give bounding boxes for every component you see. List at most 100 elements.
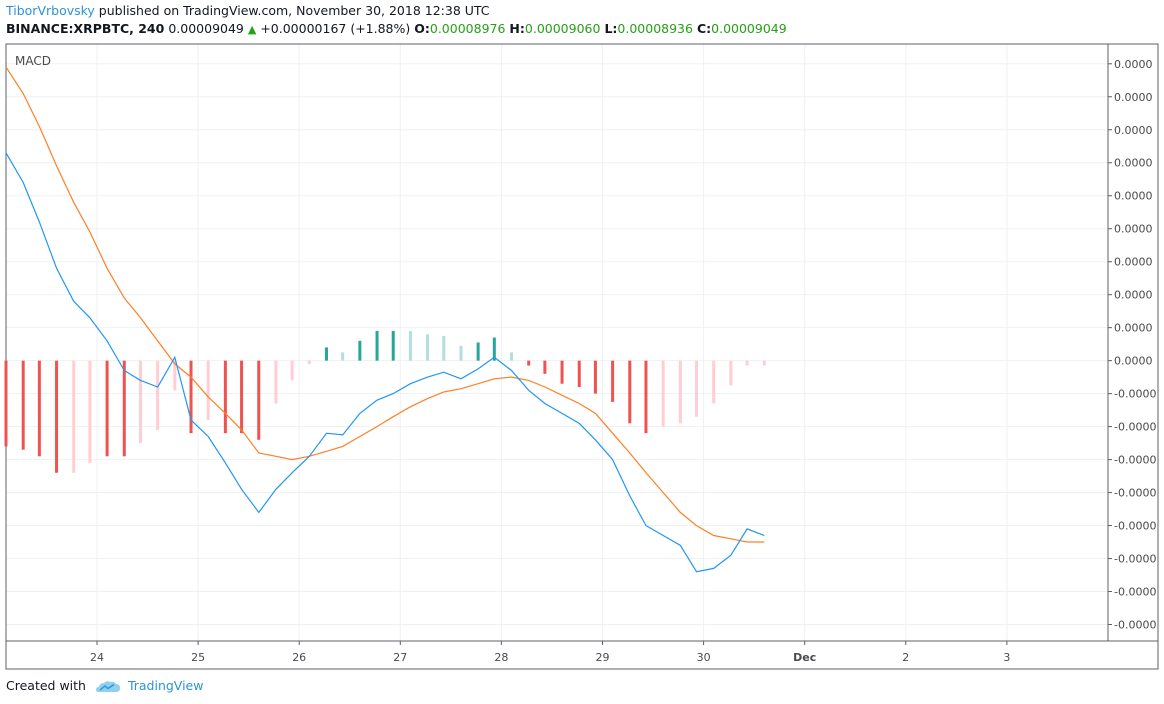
- histogram-bar: [577, 360, 581, 388]
- histogram-bar: [21, 360, 25, 450]
- low-label: L:: [604, 21, 618, 36]
- x-tick-label: 30: [697, 651, 711, 664]
- histogram-bar: [223, 360, 227, 434]
- x-tick-label: 24: [90, 651, 104, 664]
- symbol-line: BINANCE:XRPBTC, 240 0.00009049 ▲ +0.0000…: [6, 21, 787, 36]
- histogram-bar: [729, 360, 733, 386]
- created-with-text: Created with: [6, 678, 86, 693]
- histogram-bar: [543, 360, 547, 374]
- histogram-bar: [644, 360, 648, 434]
- x-tick-label: Dec: [793, 651, 816, 664]
- y-tick-label: -0.0000: [1114, 619, 1156, 632]
- histogram-bar: [375, 330, 379, 361]
- y-tick-label: 0.0000: [1114, 289, 1153, 302]
- histogram-bar: [88, 360, 92, 463]
- x-tick-label: 25: [191, 651, 205, 664]
- histogram-bar: [408, 330, 412, 361]
- y-tick-label: 0.0000: [1114, 58, 1153, 71]
- close-value: 0.00009049: [711, 21, 787, 36]
- histogram-bar: [695, 360, 699, 417]
- y-tick-label: 0.0000: [1114, 190, 1153, 203]
- histogram-bar: [510, 352, 514, 361]
- y-tick-label: 0.0000: [1114, 256, 1153, 269]
- histogram-bar: [37, 360, 41, 457]
- histogram-bar: [391, 330, 395, 361]
- histogram-bar: [290, 360, 294, 381]
- x-tick-label: 27: [393, 651, 407, 664]
- histogram-bar: [628, 360, 632, 424]
- up-triangle-icon: ▲: [247, 23, 257, 36]
- symbol-label: BINANCE:XRPBTC, 240: [6, 21, 165, 36]
- plot-frame: [5, 43, 1109, 642]
- histogram-bar: [189, 360, 193, 434]
- y-tick-label: -0.0000: [1114, 586, 1156, 599]
- signal-line: [5, 66, 765, 543]
- histogram-bar: [678, 360, 682, 424]
- price-axis[interactable]: [1107, 43, 1159, 642]
- open-label: O:: [414, 21, 430, 36]
- histogram-bar: [173, 360, 177, 391]
- histogram-bar: [324, 347, 328, 361]
- histogram-bar: [527, 360, 531, 366]
- y-tick-label: -0.0000: [1114, 553, 1156, 566]
- footer: Created with TradingView: [6, 678, 203, 694]
- histogram-bar: [4, 360, 8, 447]
- y-axis-ticks: 0.0000 0.0000 0.0000 0.0000 0.0000 0.0000 0.00…: [1108, 58, 1156, 632]
- x-tick-label: 28: [494, 651, 508, 664]
- tradingview-cloud-icon: [95, 680, 120, 692]
- macd-line: [5, 152, 765, 573]
- y-tick-label: 0.0000: [1114, 355, 1153, 368]
- histogram-bar: [712, 360, 716, 404]
- histogram-bar: [240, 360, 244, 434]
- published-text: published on TradingView.com, November 3…: [94, 3, 490, 18]
- histogram-bar: [426, 334, 430, 361]
- y-tick-label: 0.0000: [1114, 124, 1153, 137]
- price-change: +0.00000167 (+1.88%): [260, 21, 411, 36]
- high-label: H:: [509, 21, 525, 36]
- grid-lines: [6, 44, 1108, 641]
- x-axis-ticks: 24 25 26 27 28 29 30 Dec 2 3: [90, 641, 1010, 664]
- histogram-bar: [72, 360, 76, 473]
- histogram-bar: [122, 360, 126, 457]
- x-tick-label: 29: [595, 651, 609, 664]
- time-axis[interactable]: [5, 640, 1159, 670]
- histogram-bar: [341, 352, 345, 361]
- histogram-bar: [661, 360, 665, 427]
- x-tick-label: 2: [902, 651, 909, 664]
- histogram-bar: [206, 360, 210, 421]
- histogram-bar: [745, 360, 749, 366]
- y-tick-label: -0.0000: [1114, 487, 1156, 500]
- open-value: 0.00008976: [429, 21, 506, 36]
- histogram-bar: [307, 360, 311, 364]
- histogram-bar: [492, 337, 496, 361]
- x-tick-label: 3: [1003, 651, 1010, 664]
- x-tick-label: 26: [292, 651, 306, 664]
- indicator-title: MACD: [15, 54, 51, 68]
- histogram-bar: [476, 342, 480, 361]
- histogram-bar: [459, 345, 463, 361]
- histogram-bar: [105, 360, 109, 457]
- y-tick-label: -0.0000: [1114, 421, 1156, 434]
- tradingview-link[interactable]: TradingView: [127, 678, 204, 693]
- histogram-bar: [55, 360, 59, 473]
- y-tick-label: -0.0000: [1114, 388, 1156, 401]
- histogram-bar: [156, 360, 160, 430]
- histogram-bar: [257, 360, 261, 440]
- last-price: 0.00009049: [168, 21, 244, 36]
- histogram-bar: [560, 360, 564, 384]
- high-value: 0.00009060: [524, 21, 601, 36]
- low-value: 0.00008936: [617, 21, 693, 36]
- histogram-bar: [442, 335, 446, 361]
- publish-line: TiborVrbovsky published on TradingView.c…: [6, 3, 490, 18]
- y-tick-label: 0.0000: [1114, 223, 1153, 236]
- author-link[interactable]: TiborVrbovsky: [6, 3, 95, 18]
- y-tick-label: 0.0000: [1114, 91, 1153, 104]
- histogram-bar: [274, 360, 278, 404]
- histogram-bar: [762, 360, 766, 366]
- histogram-bar: [358, 340, 362, 361]
- y-tick-label: 0.0000: [1114, 322, 1153, 335]
- histogram-bar: [611, 360, 615, 402]
- histogram-bar: [593, 360, 597, 394]
- close-label: C:: [696, 21, 712, 36]
